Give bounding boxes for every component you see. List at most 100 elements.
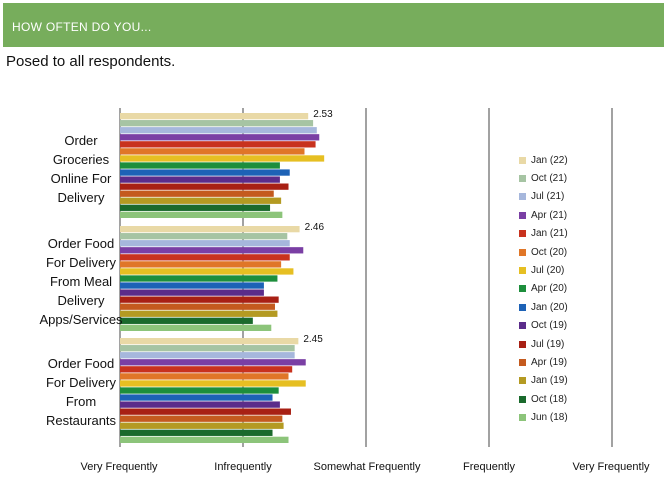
bar: [120, 183, 289, 190]
bar: [120, 303, 275, 310]
bar: [120, 134, 320, 141]
bar: [120, 296, 279, 303]
bar: [120, 352, 295, 359]
category-label-line: Restaurants: [45, 413, 117, 428]
bar: [120, 155, 325, 162]
x-tick-label: Somewhat Frequently: [313, 461, 421, 473]
bar: [120, 275, 278, 282]
legend-swatch: [519, 285, 526, 293]
bar: [120, 282, 264, 289]
x-tick-label: Very Frequently: [80, 461, 158, 473]
bar: [120, 436, 289, 443]
bar: [120, 317, 253, 324]
legend-item: Apr (20): [519, 280, 568, 298]
category-label: Order Food For Delivery From Restaurants: [31, 354, 131, 430]
legend-item: Oct (20): [519, 243, 568, 261]
x-tick-label: Very Frequently: [572, 461, 650, 473]
legend-item: Jan (22): [519, 151, 568, 169]
value-annotation: 2.46: [305, 222, 325, 233]
bar: [120, 387, 279, 394]
category-label: Order Groceries Online For Delivery: [31, 131, 131, 207]
legend-label: Oct (20): [531, 246, 568, 258]
category-label-line: From: [65, 394, 97, 409]
legend-swatch: [519, 248, 526, 256]
bar: [120, 148, 305, 155]
legend-swatch: [519, 322, 526, 330]
category-label-line: Order: [64, 133, 98, 148]
bar: [120, 366, 293, 373]
legend-swatch: [519, 358, 526, 366]
section-header: HOW OFTEN DO YOU...: [3, 3, 664, 47]
legend-label: Oct (19): [531, 320, 568, 332]
bar: [120, 268, 294, 275]
category-label-line: Delivery: [57, 190, 105, 205]
bar: [120, 401, 280, 408]
category-label-line: Groceries: [52, 152, 110, 167]
category-label-line: Apps/Services: [39, 312, 123, 327]
legend-swatch: [519, 414, 526, 422]
bar: [120, 226, 300, 233]
x-tick-label: Infrequently: [214, 461, 272, 473]
legend-label: Apr (20): [531, 283, 568, 295]
bar: [120, 261, 282, 268]
bar: [120, 204, 271, 211]
legend-swatch: [519, 156, 526, 164]
value-annotation: 2.45: [303, 334, 323, 345]
legend-swatch: [519, 340, 526, 348]
bar: [120, 254, 290, 261]
legend-swatch: [519, 395, 526, 403]
bar: [120, 380, 306, 387]
legend-label: Jan (19): [531, 375, 568, 387]
legend-label: Jan (21): [531, 228, 568, 240]
legend-swatch: [519, 377, 526, 385]
bar: [120, 310, 278, 317]
legend-item: Jan (21): [519, 225, 568, 243]
bar: [120, 247, 304, 254]
bar: [120, 408, 291, 415]
category-label-line: From Meal: [49, 274, 113, 289]
legend-label: Jan (20): [531, 301, 568, 313]
bar: [120, 415, 283, 422]
category-label-line: Order Food: [47, 356, 115, 371]
legend-item: Oct (21): [519, 169, 568, 187]
legend-label: Jul (21): [531, 191, 565, 203]
legend-label: Apr (19): [531, 356, 568, 368]
bar: [120, 120, 314, 127]
legend-swatch: [519, 230, 526, 238]
bar: [120, 240, 290, 247]
legend-item: Jul (21): [519, 188, 568, 206]
legend-label: Jul (19): [531, 338, 565, 350]
bar: [120, 394, 273, 401]
legend-label: Oct (18): [531, 393, 568, 405]
bar: [120, 373, 289, 380]
chart-legend: Jan (22) Oct (21) Jul (21) Apr (21) Jan (21)…: [519, 151, 568, 427]
bar: [120, 338, 299, 345]
chart-subtitle: Posed to all respondents.: [6, 53, 176, 70]
legend-item: Jun (18): [519, 408, 568, 426]
legend-swatch: [519, 175, 526, 183]
legend-swatch: [519, 267, 526, 275]
legend-label: Jul (20): [531, 265, 565, 277]
bar: [120, 429, 273, 436]
bar: [120, 162, 280, 169]
legend-label: Apr (21): [531, 209, 568, 221]
legend-label: Jan (22): [531, 154, 568, 166]
bar: [120, 211, 283, 218]
header-title: HOW OFTEN DO YOU...: [12, 20, 152, 34]
bar: [120, 141, 316, 148]
category-label-line: Online For: [50, 171, 112, 186]
category-label-line: Order Food: [47, 236, 115, 251]
legend-item: Jan (19): [519, 372, 568, 390]
bar: [120, 324, 272, 331]
category-label-line: Delivery: [57, 293, 105, 308]
bar: [120, 113, 309, 120]
legend-label: Oct (21): [531, 173, 568, 185]
bar: [120, 127, 317, 134]
legend-item: Apr (19): [519, 353, 568, 371]
bar: [120, 233, 288, 240]
bar: [120, 169, 290, 176]
bar: [120, 176, 280, 183]
value-annotation: 2.53: [313, 109, 333, 120]
x-tick-label: Frequently: [463, 461, 515, 473]
